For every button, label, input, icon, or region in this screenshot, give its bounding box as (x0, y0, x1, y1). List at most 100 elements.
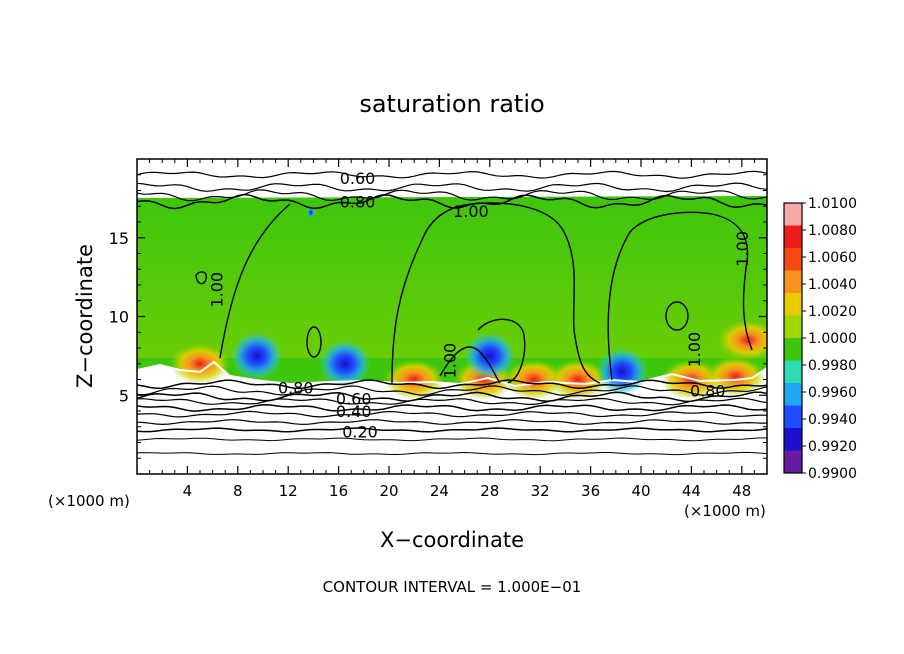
y-axis: 5 10 15 (109, 174, 767, 459)
warm-spot-2 (503, 359, 564, 400)
contour-line-3 (137, 193, 767, 210)
x-tick-label: 48 (732, 482, 751, 500)
warm-spot-3 (548, 359, 608, 400)
x-axis: 4 8 12 16 20 24 28 32 36 40 44 48 (149, 159, 755, 500)
contour-label-text: 1.00 (685, 332, 704, 368)
contour-line-8 (137, 404, 767, 412)
x-tick-label: 40 (631, 482, 650, 500)
colorbar-label-7: 0.9960 (808, 385, 857, 401)
contour-line-10 (137, 419, 767, 426)
contour-line-5 (137, 385, 767, 396)
colorbar-label-10: 0.9900 (808, 466, 857, 482)
cloud-base-edge (137, 360, 767, 388)
contour-line-11 (137, 427, 767, 433)
contour-label-text: 1.00 (733, 231, 752, 267)
contour-label-7: 0.80 (278, 378, 314, 397)
x-tick-label: 16 (329, 482, 348, 500)
inner-contours (195, 202, 753, 384)
x-tick-label: 8 (233, 482, 243, 500)
y-tick-label: 5 (119, 386, 129, 405)
colorbar: 1.0100 1.0080 1.0060 1.0040 1.0020 1.0000 0.99… (783, 196, 857, 482)
colorbar-label-5: 1.0000 (808, 331, 857, 347)
colorbar-label-3: 1.0040 (808, 277, 857, 293)
contour-line-0 (137, 170, 767, 179)
contour-label-9: 0.40 (336, 402, 372, 421)
x-tick-label: 4 (183, 482, 193, 500)
y-axis-label: Z−coordinate (73, 244, 97, 388)
cool-spot-0 (230, 331, 283, 380)
cool-spot-4 (306, 207, 315, 218)
cool-spot-2 (463, 331, 516, 380)
colorbar-segment-8 (784, 383, 802, 406)
contour-line-9 (137, 410, 767, 418)
cool-spot-3 (596, 347, 649, 396)
contour-line-1 (137, 182, 767, 193)
contour-label-text: 0.80 (278, 378, 314, 397)
warm-spot-0 (384, 359, 445, 400)
colorbar-label-1: 1.0080 (808, 223, 857, 239)
contour-lines (137, 170, 767, 456)
colorbar-label-6: 0.9980 (808, 358, 857, 374)
colorbar-label-0: 1.0100 (808, 196, 857, 212)
colorbar-label-4: 1.0020 (808, 304, 857, 320)
contour-label-5: 1.00 (440, 343, 459, 379)
contour-line-13 (137, 451, 767, 456)
cool-spot-1 (318, 339, 371, 388)
colorbar-label-2: 1.0060 (808, 250, 857, 266)
contour-line-6 (137, 391, 767, 403)
contour-label-text: 0.80 (340, 193, 376, 212)
contour-label-text: 0.40 (336, 402, 372, 421)
plot-area (137, 159, 767, 474)
contour-label-1: 0.80 (340, 193, 376, 212)
chart-title: saturation ratio (359, 90, 544, 118)
colorbar-segment-7 (784, 360, 802, 384)
colorbar-label-9: 0.9920 (808, 439, 857, 455)
contour-label-text: 0.80 (690, 382, 726, 401)
contour-label-8: 0.60 (336, 389, 372, 408)
x-tick-label: 32 (531, 482, 550, 500)
warm-spot-6 (718, 320, 767, 361)
contour-label-4: 1.00 (207, 272, 226, 308)
contour-label-2: 1.00 (453, 202, 489, 221)
upper-band-shade (137, 198, 767, 358)
colorbar-segment-0 (784, 203, 802, 226)
colorbar-segment-4 (784, 293, 802, 316)
colorbar-segment-11 (784, 450, 802, 474)
contour-label-text: 1.00 (453, 202, 489, 221)
y-tick-label: 15 (109, 229, 129, 248)
x-tick-label: 20 (379, 482, 398, 500)
x-tick-label: 28 (480, 482, 499, 500)
x-tick-label: 36 (581, 482, 600, 500)
contour-line-4 (137, 379, 767, 390)
x-axis-label: X−coordinate (380, 528, 524, 552)
contour-label-text: 0.60 (336, 389, 372, 408)
colorbar-segment-10 (784, 428, 802, 451)
x-unit-left: (×1000 m) (48, 492, 130, 510)
colorbar-segment-9 (784, 405, 802, 429)
colorbar-segment-6 (784, 338, 802, 361)
anomaly-spots (170, 207, 767, 400)
colorbar-segment-3 (784, 270, 802, 294)
contour-label-11: 0.80 (690, 382, 726, 401)
y-tick-label: 10 (109, 308, 129, 327)
contour-interval-note: CONTOUR INTERVAL = 1.000E−01 (323, 578, 582, 596)
contour-label-0: 0.60 (340, 169, 376, 188)
contour-label-layer: 0.600.80 1.001.001.001.00 1.000.800.600.40… (207, 169, 751, 442)
colorbar-segment-2 (784, 248, 802, 271)
colorbar-segment-1 (784, 225, 802, 249)
warm-spot-5 (705, 356, 766, 397)
contour-label-3: 1.00 (733, 231, 752, 267)
warm-spot-7 (170, 343, 230, 384)
x-tick-label: 12 (279, 482, 298, 500)
contour-label-text: 0.60 (340, 169, 376, 188)
x-unit-right: (×1000 m) (684, 502, 766, 520)
contour-label-text: 0.20 (342, 422, 378, 441)
colorbar-segment-5 (784, 315, 802, 339)
colorbar-label-8: 0.9940 (808, 412, 857, 428)
contour-label-6: 1.00 (685, 332, 704, 368)
contour-label-text: 1.00 (440, 343, 459, 379)
contour-label-text: 1.00 (207, 272, 226, 308)
contour-line-12 (137, 437, 767, 442)
x-tick-label: 24 (430, 482, 449, 500)
